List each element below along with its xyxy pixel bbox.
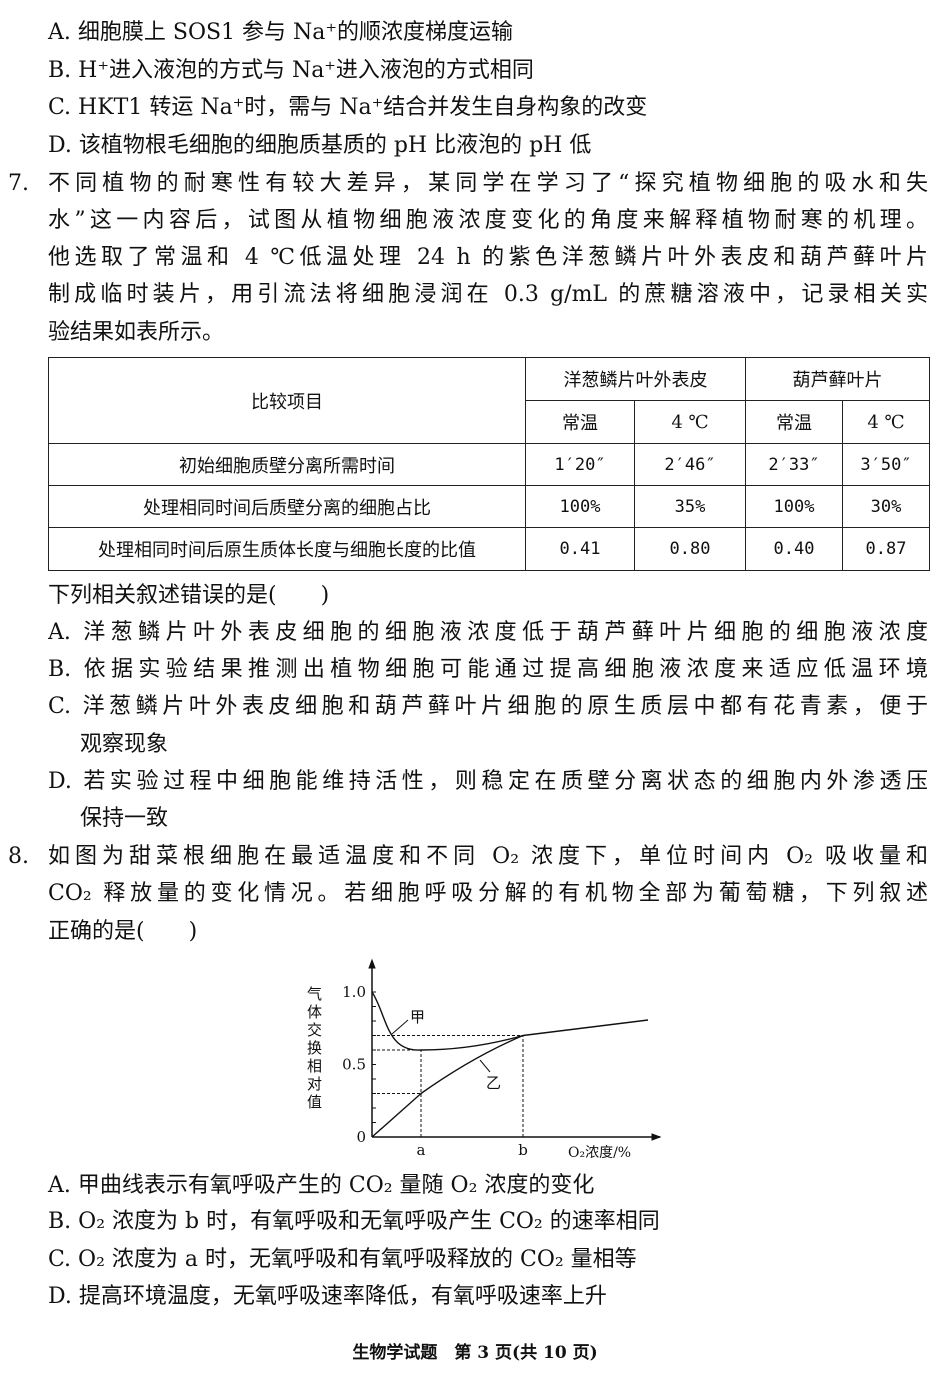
subheader: 4 ℃ xyxy=(842,400,930,444)
q7-option-d: D. 若实验过程中细胞能维持活性，则稳定在质壁分离状态的细胞内外渗透压 xyxy=(48,769,928,794)
cell: 0.87 xyxy=(842,527,930,571)
group-header-moss: 葫芦藓叶片 xyxy=(745,357,930,401)
y-axis-label: 气体交换相对值 xyxy=(305,986,323,1112)
y-tick-label: 0 xyxy=(356,1128,366,1146)
q7-stem-line: 验结果如表所示。 xyxy=(48,320,225,345)
q8-option-d: D. 提高环境温度，无氧呼吸速率降低，有氧呼吸速率上升 xyxy=(48,1284,607,1309)
q6-option-c: C. HKT1 转运 Na⁺时，需与 Na⁺结合并发生自身构象的改变 xyxy=(48,95,648,120)
q8-stem-line: CO₂ 释放量的变化情况。若细胞呼吸分解的有机物全部为葡萄糖，下列叙述 xyxy=(48,881,928,906)
q8-option-a: A. 甲曲线表示有氧呼吸产生的 CO₂ 量随 O₂ 浓度的变化 xyxy=(48,1173,595,1198)
gas-exchange-chart: 0 0.5 1.0 a b 甲乙 气体交换相对值 O₂浓度/% xyxy=(305,958,662,1161)
q7-option-d-cont: 保持一致 xyxy=(80,806,169,831)
q7-stem-line: 不同植物的耐寒性有较大差异，某同学在学习了“探究植物细胞的吸水和失 xyxy=(48,171,928,196)
chart-axes: 0 0.5 1.0 a b xyxy=(342,958,662,1159)
x-axis-label: O₂浓度/% xyxy=(568,1145,631,1161)
q7-number: 7. xyxy=(8,171,29,196)
q7-stem-line: 水”这一内容后，试图从植物细胞液浓度变化的角度来解释植物耐寒的机理。 xyxy=(48,208,928,233)
q8-number: 8. xyxy=(8,844,29,869)
cell: 0.80 xyxy=(634,527,746,571)
y-tick-label: 1.0 xyxy=(342,983,366,1001)
q7-option-c: C. 洋葱鳞片叶外表皮细胞和葫芦藓叶片细胞的原生质层中都有花青素，便于 xyxy=(48,694,928,719)
cell: 1′20″ xyxy=(525,443,635,486)
x-tick-label: b xyxy=(518,1141,528,1159)
y-axis-arrow xyxy=(368,958,376,969)
x-tick-label: a xyxy=(417,1141,426,1159)
q7-stem-line: 他选取了常温和 4 ℃低温处理 24 h 的紫色洋葱鳞片叶外表皮和葫芦藓叶片 xyxy=(48,245,928,270)
subheader: 常温 xyxy=(525,400,635,444)
series-yi-leader xyxy=(479,1059,491,1073)
q7-option-c-cont: 观察现象 xyxy=(80,732,169,757)
q8-option-b: B. O₂ 浓度为 b 时，有氧呼吸和无氧呼吸产生 CO₂ 的速率相同 xyxy=(48,1209,660,1234)
q7-option-b: B. 依据实验结果推测出植物细胞可能通过提高细胞液浓度来适应低温环境 xyxy=(48,657,928,682)
table-row: 处理相同时间后质壁分离的细胞占比 100% 35% 100% 30% xyxy=(48,485,930,528)
table-row: 处理相同时间后原生质体长度与细胞长度的比值 0.41 0.80 0.40 0.8… xyxy=(48,527,930,571)
series-jia-leader xyxy=(391,1019,409,1035)
row-label: 初始细胞质壁分离所需时间 xyxy=(48,443,526,486)
cell: 3′50″ xyxy=(842,443,930,486)
subheader: 4 ℃ xyxy=(634,400,746,444)
cell: 0.40 xyxy=(745,527,843,571)
series-yi-label: 乙 xyxy=(486,1074,501,1092)
cell: 100% xyxy=(525,485,635,528)
page-footer: 生物学试题 第 3 页(共 10 页) xyxy=(352,1343,598,1363)
q6-option-d: D. 该植物根毛细胞的细胞质基质的 pH 比液泡的 pH 低 xyxy=(48,133,592,158)
table-corner-header: 比较项目 xyxy=(48,357,526,444)
results-table: 比较项目 洋葱鳞片叶外表皮 葫芦藓叶片 常温 4 ℃ 常温 4 ℃ 初始细胞质壁… xyxy=(48,357,930,571)
x-axis-arrow xyxy=(651,1133,662,1141)
series-jia-line xyxy=(371,991,649,1051)
q8-stem-line: 如图为甜菜根细胞在最适温度和不同 O₂ 浓度下，单位时间内 O₂ 吸收量和 xyxy=(48,844,928,869)
cell: 0.41 xyxy=(525,527,635,571)
cell: 2′46″ xyxy=(634,443,746,486)
q6-option-b: B. H⁺进入液泡的方式与 Na⁺进入液泡的方式相同 xyxy=(48,58,534,83)
q6-option-a: A. 细胞膜上 SOS1 参与 Na⁺的顺浓度梯度运输 xyxy=(48,20,514,45)
series-yi-line xyxy=(371,1034,524,1138)
table-row: 初始细胞质壁分离所需时间 1′20″ 2′46″ 2′33″ 3′50″ xyxy=(48,443,930,486)
cell: 35% xyxy=(634,485,746,528)
q7-option-a: A. 洋葱鳞片叶外表皮细胞的细胞液浓度低于葫芦藓叶片细胞的细胞液浓度 xyxy=(48,620,928,645)
group-header-onion: 洋葱鳞片叶外表皮 xyxy=(525,357,746,401)
q8-stem-line: 正确的是( ) xyxy=(48,919,198,944)
series-jia-label: 甲 xyxy=(410,1008,425,1026)
q7-stem-line: 制成临时装片，用引流法将细胞浸润在 0.3 g/mL 的蔗糖溶液中，记录相关实 xyxy=(48,282,928,307)
cell: 2′33″ xyxy=(745,443,843,486)
row-label: 处理相同时间后原生质体长度与细胞长度的比值 xyxy=(48,527,526,571)
q7-prompt: 下列相关叙述错误的是( ) xyxy=(48,583,330,608)
row-label: 处理相同时间后质壁分离的细胞占比 xyxy=(48,485,526,528)
q8-option-c: C. O₂ 浓度为 a 时，无氧呼吸和有氧呼吸释放的 CO₂ 量相等 xyxy=(48,1247,637,1272)
cell: 30% xyxy=(842,485,930,528)
subheader: 常温 xyxy=(745,400,843,444)
cell: 100% xyxy=(745,485,843,528)
y-tick-label: 0.5 xyxy=(342,1056,366,1074)
